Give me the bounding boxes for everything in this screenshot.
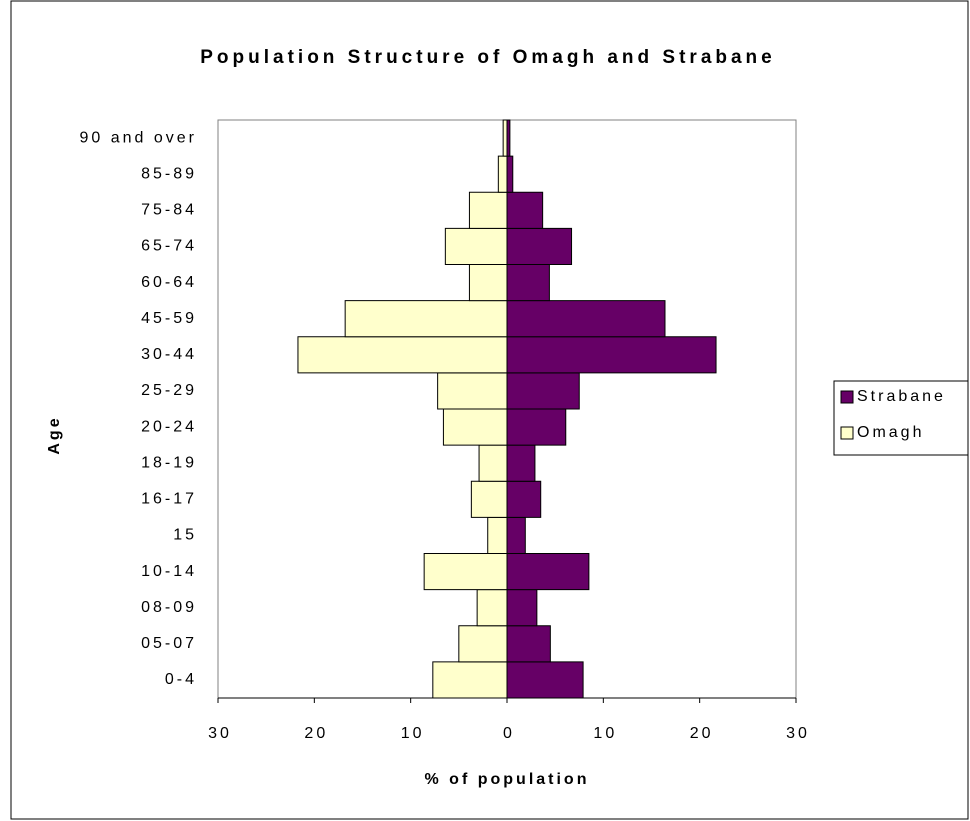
chart-title: Population Structure of Omagh and Straba… <box>200 47 775 68</box>
y-tick-label: 18-19 <box>141 454 197 471</box>
bar <box>506 155 514 193</box>
bar <box>506 191 544 229</box>
bar <box>497 155 508 193</box>
x-tick-label: 10 <box>593 725 617 742</box>
bar <box>506 336 717 374</box>
y-tick-label: 75-84 <box>141 202 197 219</box>
bar <box>506 516 526 554</box>
y-tick-label: 90 and over <box>79 129 197 146</box>
y-tick-label: 16-17 <box>141 491 197 508</box>
bar <box>423 553 508 591</box>
bar <box>506 408 567 446</box>
x-tick-label: 10 <box>401 725 425 742</box>
y-tick-label: 60-64 <box>141 274 197 291</box>
y-tick-label: 45-59 <box>141 310 197 327</box>
bar <box>506 372 580 410</box>
bar <box>297 336 508 374</box>
bar <box>478 444 508 482</box>
bar <box>458 625 508 663</box>
bar <box>468 191 508 229</box>
x-tick-label: 30 <box>786 725 810 742</box>
bar <box>344 300 508 338</box>
bar <box>506 661 584 699</box>
bar <box>476 589 508 627</box>
bar <box>442 408 508 446</box>
legend-swatch <box>840 390 854 404</box>
x-tick-label: 20 <box>304 725 328 742</box>
legend-box <box>833 380 969 456</box>
bar <box>506 264 550 302</box>
y-tick-label: 0-4 <box>165 671 197 688</box>
y-tick-label: 15 <box>173 527 197 544</box>
y-tick-label: 65-74 <box>141 238 197 255</box>
x-tick-label: 30 <box>208 725 232 742</box>
bar <box>506 589 538 627</box>
bar <box>437 372 508 410</box>
bar <box>432 661 508 699</box>
y-axis-title: Age <box>46 415 63 454</box>
y-tick-label: 30-44 <box>141 346 197 363</box>
bar <box>506 444 536 482</box>
y-tick-label: 05-07 <box>141 635 197 652</box>
bar <box>506 553 590 591</box>
bar <box>468 264 508 302</box>
y-tick-label: 25-29 <box>141 382 197 399</box>
bar <box>444 227 508 265</box>
bar <box>506 300 666 338</box>
x-tick-label: 20 <box>690 725 714 742</box>
y-tick-label: 08-09 <box>141 599 197 616</box>
legend-label: Omagh <box>857 424 924 441</box>
x-tick-label: 0 <box>503 725 515 742</box>
bar <box>506 625 551 663</box>
y-tick-label: 20-24 <box>141 418 197 435</box>
y-tick-label: 10-14 <box>141 563 197 580</box>
bar <box>502 119 508 157</box>
x-axis-title: % of population <box>425 771 590 788</box>
bar <box>506 227 573 265</box>
bar <box>470 480 508 518</box>
y-tick-label: 85-89 <box>141 165 197 182</box>
legend-swatch <box>840 426 854 440</box>
legend-label: Strabane <box>857 388 946 405</box>
bar <box>506 480 542 518</box>
bar <box>487 516 508 554</box>
